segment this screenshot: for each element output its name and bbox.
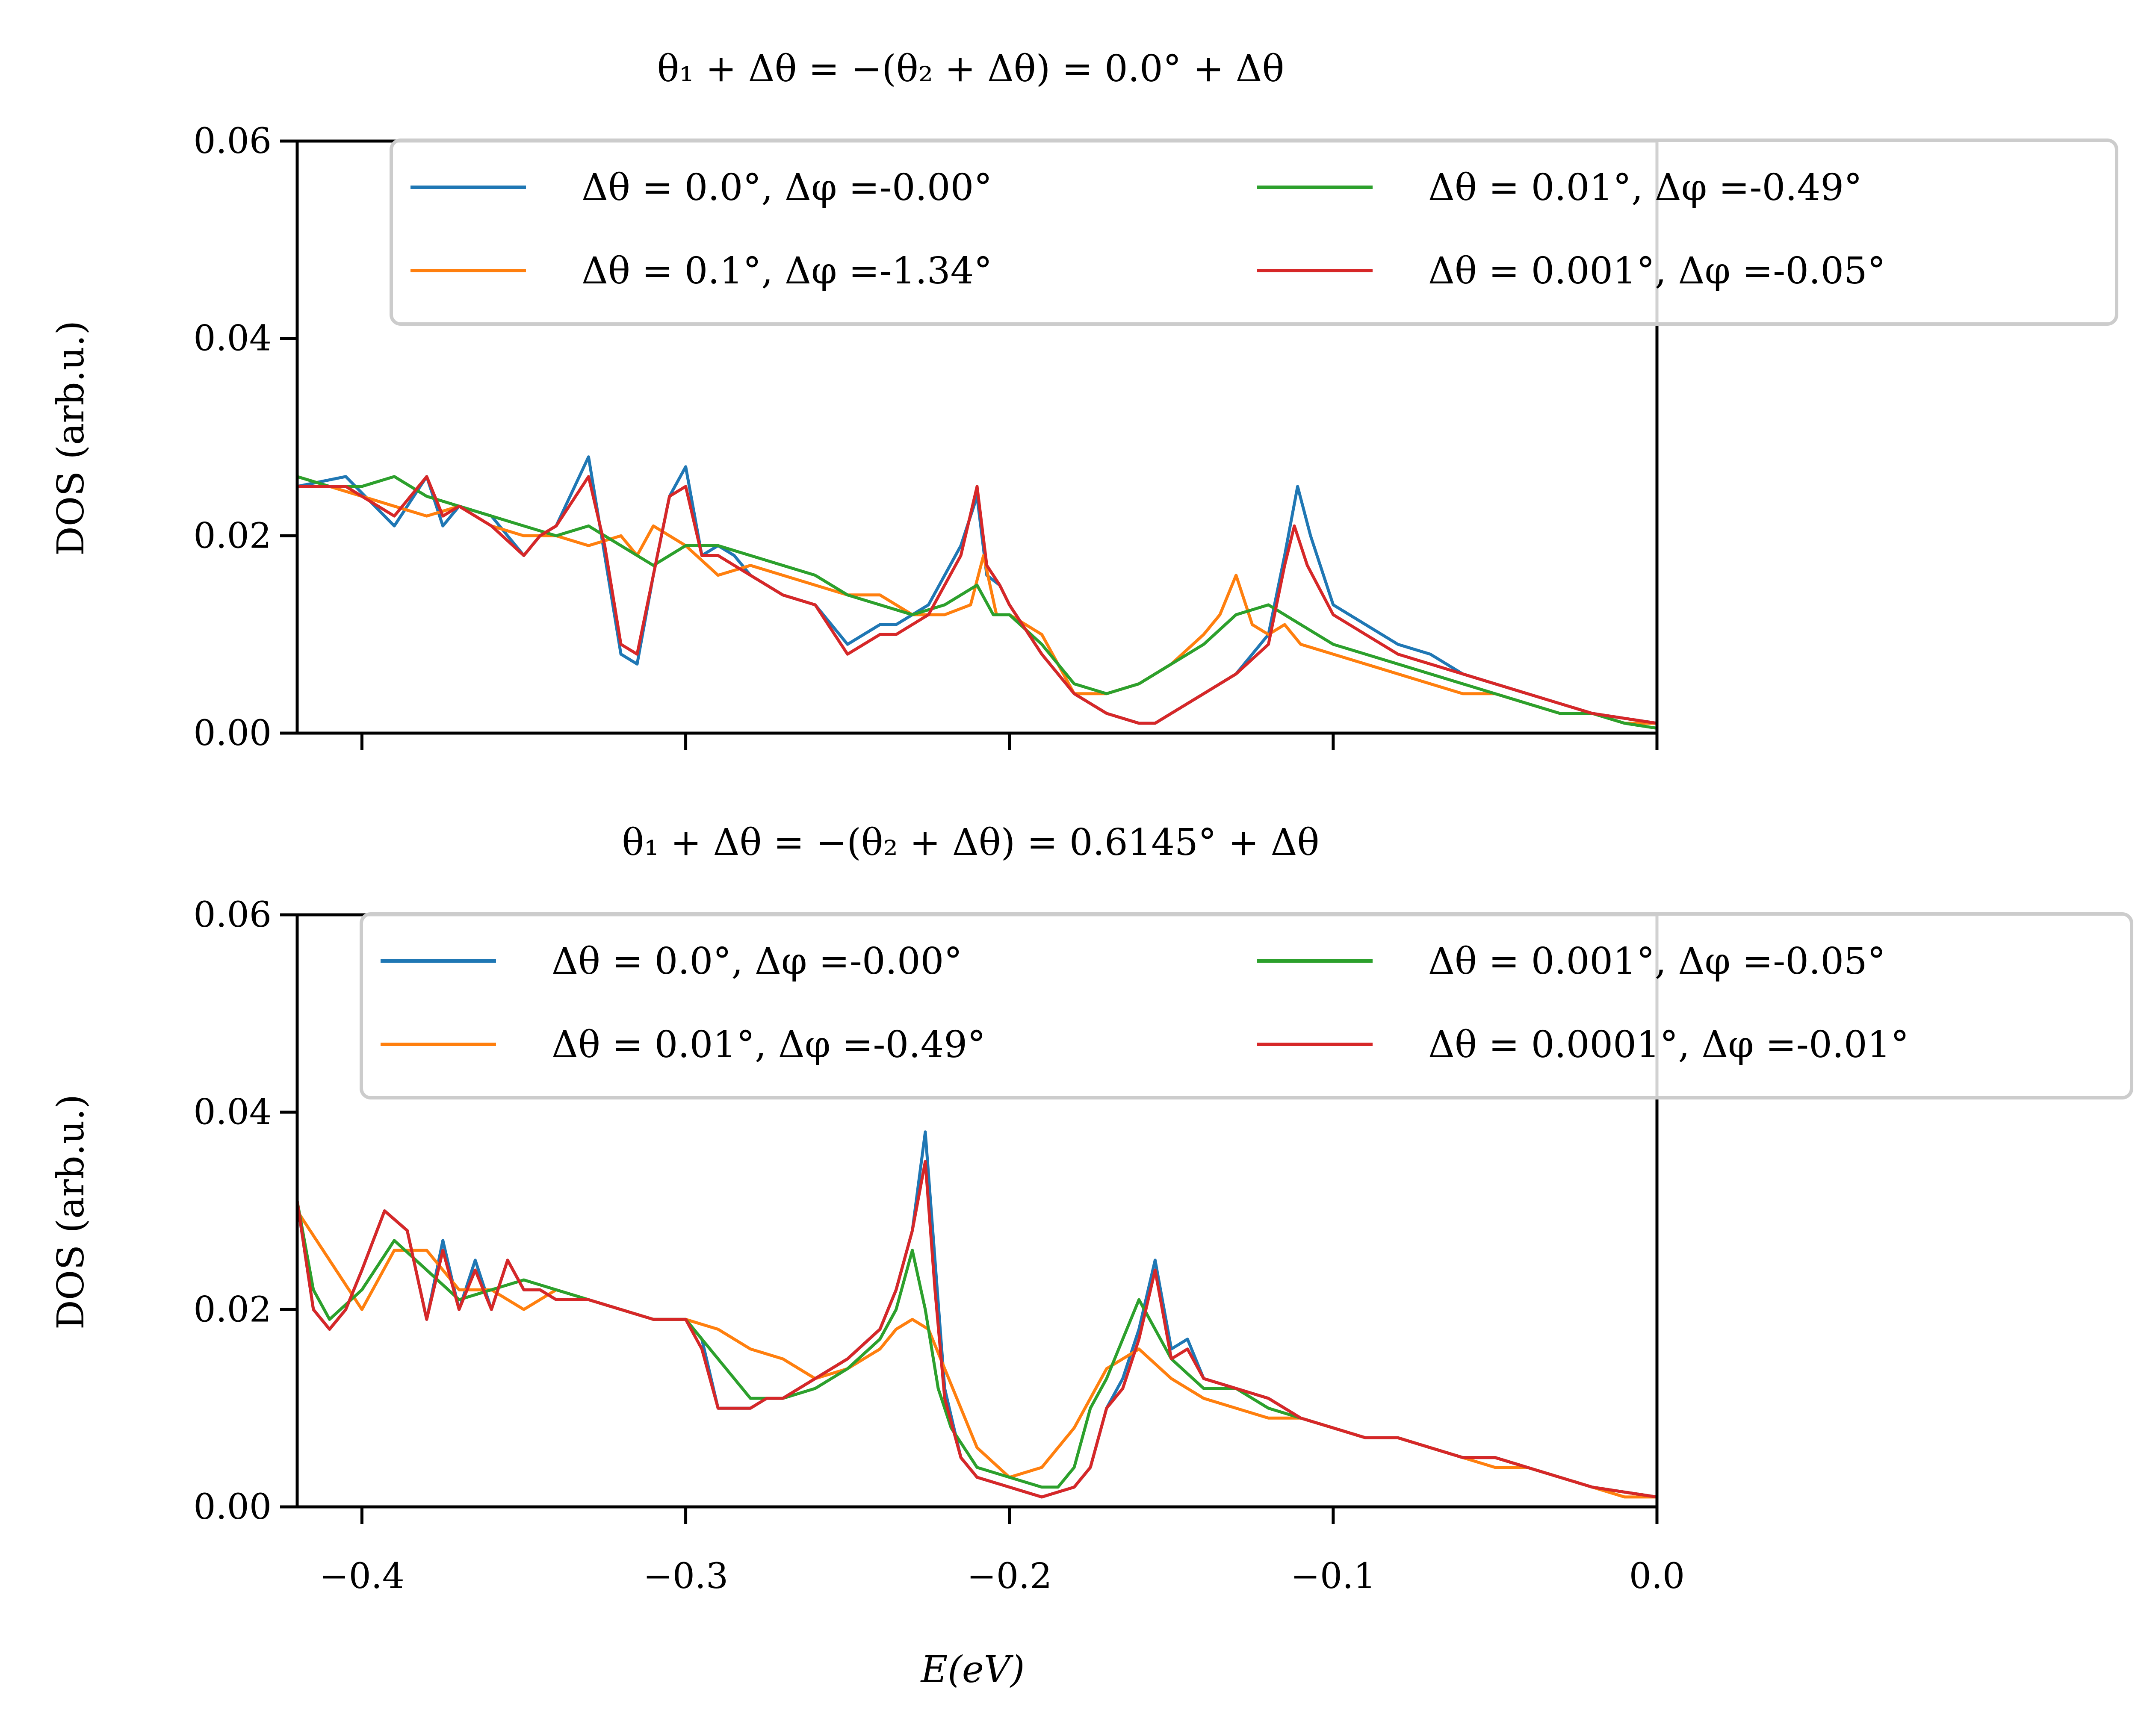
legend-label: Δθ = 0.0°, Δφ =-0.00° bbox=[552, 940, 962, 983]
series-line-3 bbox=[297, 475, 1657, 730]
x-tick-label: −0.2 bbox=[967, 1556, 1052, 1597]
bottom-plot-area: 0.00 0.02 0.04 0.06 −0.4 −0.3 −0.2 −0.1 0.0 Δθ = … bbox=[193, 895, 2133, 1597]
bottom-panel-title: θ₁ + Δθ = −(θ₂ + Δθ) = 0.6145° + Δθ bbox=[622, 821, 1320, 864]
top-panel-ylabel: DOS (arb.u.) bbox=[50, 321, 92, 556]
series-line-4 bbox=[297, 475, 1657, 725]
y-tick-label: 0.00 bbox=[193, 1487, 272, 1527]
legend-label: Δθ = 0.0001°, Δφ =-0.01° bbox=[1428, 1023, 1909, 1066]
y-tick-label: 0.02 bbox=[193, 516, 272, 556]
x-tick-label: 0.0 bbox=[1629, 1556, 1685, 1597]
legend-label: Δθ = 0.01°, Δφ =-0.49° bbox=[1428, 166, 1862, 209]
legend: Δθ = 0.0°, Δφ =-0.00° Δθ = 0.1°, Δφ =-1.3… bbox=[390, 139, 2118, 326]
top-panel-title: θ₁ + Δθ = −(θ₂ + Δθ) = 0.0° + Δθ bbox=[657, 47, 1285, 90]
x-tick-label: −0.1 bbox=[1290, 1556, 1376, 1597]
x-tick-label: −0.4 bbox=[319, 1556, 405, 1597]
series-line-4 bbox=[297, 1160, 1657, 1499]
legend-box bbox=[360, 912, 2133, 1099]
legend-label: Δθ = 0.0°, Δφ =-0.00° bbox=[582, 166, 992, 209]
legend-label: Δθ = 0.001°, Δφ =-0.05° bbox=[1428, 940, 1886, 983]
x-tick-label: −0.3 bbox=[643, 1556, 728, 1597]
legend-box bbox=[390, 139, 2118, 326]
legend-label: Δθ = 0.1°, Δφ =-1.34° bbox=[582, 250, 992, 292]
y-tick-label: 0.04 bbox=[193, 1092, 272, 1133]
series-group bbox=[297, 455, 1657, 730]
legend-label: Δθ = 0.001°, Δφ =-0.05° bbox=[1428, 250, 1886, 292]
top-panel: θ₁ + Δθ = −(θ₂ + Δθ) = 0.0° + Δθ DOS (ar… bbox=[50, 47, 2118, 754]
y-tick-label: 0.06 bbox=[193, 121, 272, 162]
legend: Δθ = 0.0°, Δφ =-0.00° Δθ = 0.01°, Δφ =-0.… bbox=[360, 912, 2133, 1099]
bottom-panel-ylabel: DOS (arb.u.) bbox=[50, 1094, 92, 1329]
bottom-panel-xlabel: E(eV) bbox=[920, 1648, 1025, 1691]
y-tick-label: 0.06 bbox=[193, 895, 272, 935]
y-tick-label: 0.00 bbox=[193, 713, 272, 754]
series-group bbox=[297, 1130, 1657, 1499]
bottom-panel: θ₁ + Δθ = −(θ₂ + Δθ) = 0.6145° + Δθ DOS … bbox=[50, 821, 2133, 1691]
y-tick-label: 0.04 bbox=[193, 318, 272, 359]
y-tick-label: 0.02 bbox=[193, 1289, 272, 1330]
legend-label: Δθ = 0.01°, Δφ =-0.49° bbox=[552, 1023, 986, 1066]
